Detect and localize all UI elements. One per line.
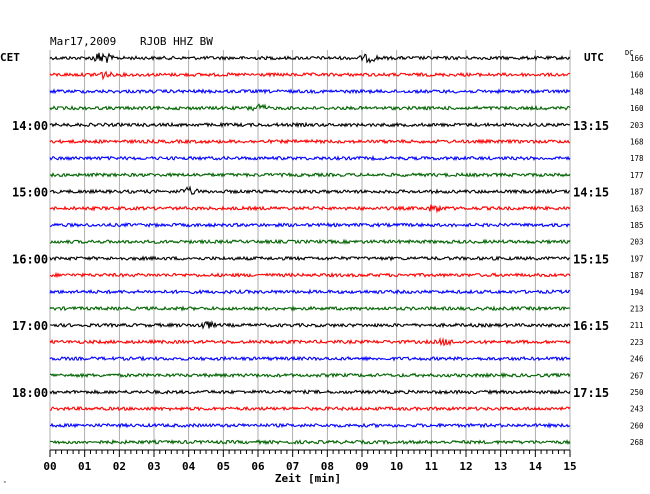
seismic-trace [49, 439, 571, 446]
right-hour-label: 16:15 [573, 319, 609, 333]
x-axis-label: Zeit [min] [275, 472, 341, 485]
dc-offset-value: 177 [630, 171, 644, 180]
dc-offset-value: 213 [630, 305, 644, 314]
dc-offset-value: 246 [630, 355, 644, 364]
seismic-trace [49, 255, 570, 262]
x-tick-label: 14 [529, 460, 543, 473]
dc-offset-value: 203 [630, 238, 644, 247]
x-tick-label: 13 [494, 460, 507, 473]
dc-header: DC [625, 49, 633, 57]
x-tick-label: 05 [217, 460, 230, 473]
x-tick-label: 11 [425, 460, 439, 473]
dc-offset-labels: 166 160 148 160 203 168 178 177 187 163 185 203 197 1… [630, 54, 644, 447]
seismic-trace [49, 355, 571, 362]
seismic-trace [49, 88, 571, 95]
x-tick-label: 07 [286, 460, 299, 473]
dc-offset-value: 267 [630, 371, 644, 380]
x-tick-label: 03 [147, 460, 160, 473]
dc-offset-value: 163 [630, 204, 644, 213]
dc-offset-value: 187 [630, 271, 644, 280]
right-hour-label: 17:15 [573, 386, 609, 400]
left-timezone: CET [0, 51, 20, 64]
x-tick-label: 09 [355, 460, 368, 473]
x-axis: 00 01 02 03 04 05 06 07 08 09 10 11 12 13 14 15 [43, 449, 577, 473]
dc-offset-value: 211 [630, 321, 644, 330]
seismic-trace [49, 305, 571, 312]
seismic-trace [49, 185, 571, 195]
seismic-trace [49, 288, 571, 295]
dc-offset-value: 203 [630, 121, 644, 130]
seismic-trace [49, 155, 571, 162]
right-timezone: UTC [584, 51, 604, 64]
dc-offset-value: 166 [630, 54, 644, 63]
x-tick-label: 00 [43, 460, 56, 473]
left-hour-label: 18:00 [12, 386, 48, 400]
header-station: RJOB HHZ BW [140, 35, 213, 48]
dc-offset-value: 268 [630, 438, 644, 447]
seismic-trace [49, 171, 571, 179]
x-tick-label: 08 [321, 460, 334, 473]
seismic-traces [49, 52, 571, 446]
dc-offset-value: 148 [630, 87, 644, 96]
dc-offset-value: 185 [630, 221, 644, 230]
seismic-trace [49, 121, 571, 129]
right-hour-label: 15:15 [573, 252, 609, 266]
dc-offset-value: 160 [630, 104, 644, 113]
left-hour-label: 14:00 [12, 119, 48, 133]
seismic-trace [50, 222, 571, 229]
seismic-trace [49, 238, 571, 245]
seismic-trace [49, 336, 571, 347]
seismic-trace [49, 388, 571, 395]
x-tick-label: 06 [251, 460, 265, 473]
seismic-trace [49, 70, 570, 81]
hour-labels: 14:00 15:00 16:00 17:00 18:00 13:15 14:15 15:15… [12, 119, 609, 400]
x-tick-label: 15 [563, 460, 576, 473]
x-tick-label: 01 [78, 460, 92, 473]
dc-offset-value: 194 [630, 288, 644, 297]
dc-offset-value: 243 [630, 405, 644, 414]
seismic-trace [49, 138, 571, 145]
left-hour-label: 16:00 [12, 252, 48, 266]
dc-offset-value: 197 [630, 254, 644, 263]
dc-offset-value: 160 [630, 71, 644, 80]
seismic-trace [49, 320, 571, 330]
minute-grid [49, 50, 571, 451]
right-hour-label: 13:15 [573, 119, 609, 133]
seismic-trace [49, 52, 571, 64]
corner-mark: ⁿ [3, 480, 7, 487]
x-tick-label: 10 [390, 460, 403, 473]
left-hour-label: 15:00 [12, 186, 48, 200]
dc-offset-value: 187 [630, 188, 644, 197]
seismic-trace [49, 405, 571, 412]
dc-offset-value: 223 [630, 338, 644, 347]
x-tick-label: 04 [182, 460, 196, 473]
dc-offset-value: 260 [630, 421, 644, 430]
dc-offset-value: 250 [630, 388, 644, 397]
x-tick-label: 02 [113, 460, 126, 473]
seismic-trace [49, 103, 571, 112]
seismic-trace [49, 271, 571, 279]
seismic-trace [49, 372, 571, 379]
left-hour-label: 17:00 [12, 319, 48, 333]
seismic-trace [49, 422, 571, 429]
header-date: Mar17,2009 [50, 35, 116, 48]
dc-offset-value: 178 [630, 154, 644, 163]
dc-offset-value: 168 [630, 138, 644, 147]
seismic-trace [49, 204, 571, 214]
right-hour-label: 14:15 [573, 186, 609, 200]
x-tick-label: 12 [459, 460, 472, 473]
